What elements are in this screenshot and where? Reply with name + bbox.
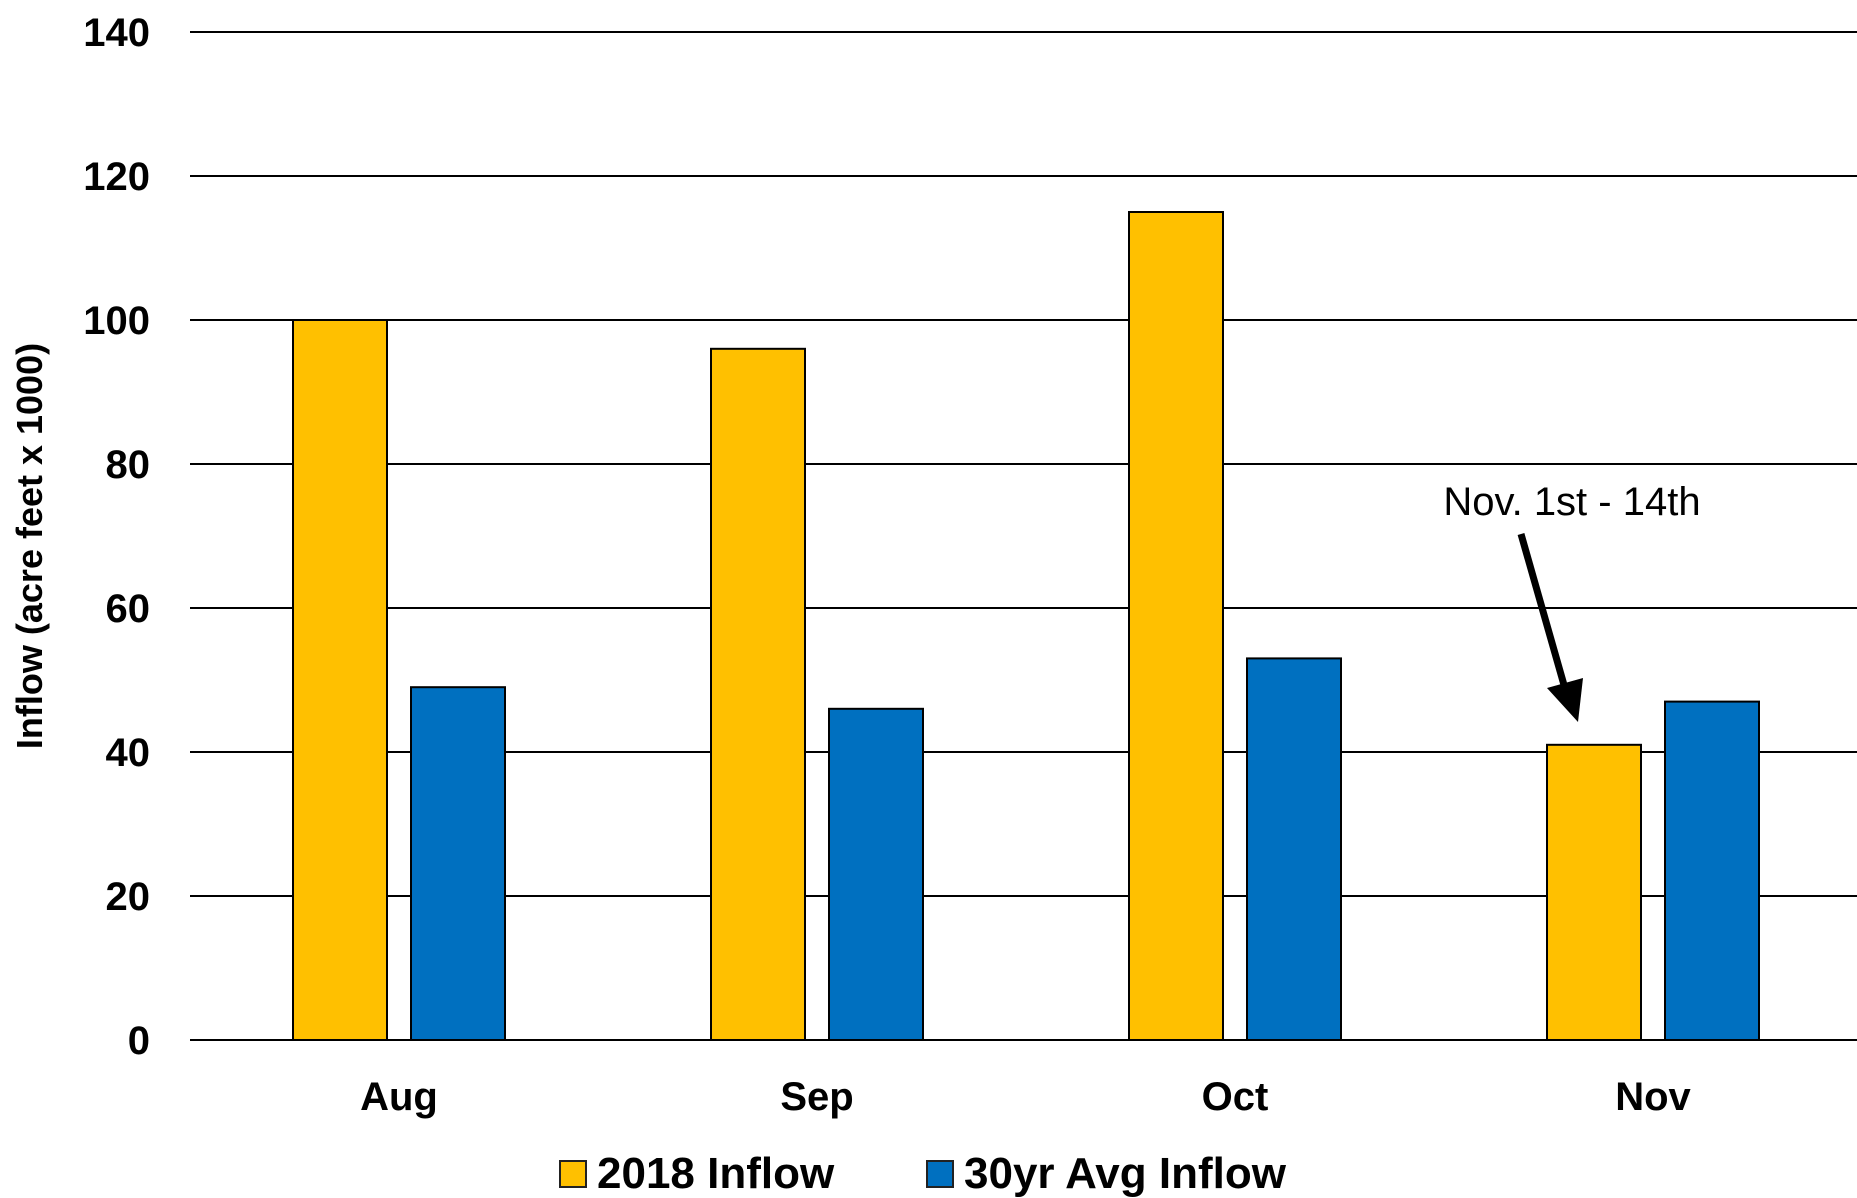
bar-sep-2018-inflow [710,347,806,1041]
legend-label-2018-inflow: 2018 Inflow [597,1149,835,1198]
x-tick-aug: Aug [360,1075,438,1119]
bar-nov-30yr-avg-inflow [1664,700,1760,1041]
bar-oct-2018-inflow [1128,211,1224,1041]
y-tick-120: 120 [83,155,150,199]
y-tick-100: 100 [83,299,150,343]
y-tick-140: 140 [83,11,150,55]
bar-nov-2018-inflow [1546,743,1642,1041]
bar-oct-30yr-avg-inflow [1246,657,1342,1042]
bars [292,211,1760,1042]
legend-label-30yr-avg-inflow: 30yr Avg Inflow [964,1149,1287,1198]
annotation-arrow-head [1547,678,1583,722]
x-tick-oct: Oct [1202,1075,1269,1119]
legend-swatch-30yr-avg-inflow [926,1160,954,1188]
legend-swatch-2018-inflow [559,1160,587,1188]
y-tick-60: 60 [106,587,151,631]
y-tick-40: 40 [106,731,151,775]
annotation-text: Nov. 1st - 14th [1443,480,1700,524]
annotation: Nov. 1st - 14th [1443,480,1701,722]
y-tick-0: 0 [128,1019,150,1063]
y-tick-labels: 0 20 40 60 80 100 120 140 [83,11,150,1063]
bar-sep-30yr-avg-inflow [828,707,924,1041]
bar-aug-30yr-avg-inflow [410,686,506,1041]
legend: 2018 Inflow 30yr Avg Inflow [559,1149,1287,1198]
bar-aug-2018-inflow [292,319,388,1041]
x-tick-labels: Aug Sep Oct Nov [360,1075,1691,1119]
annotation-arrow-shaft [1517,533,1570,693]
x-tick-sep: Sep [780,1075,853,1119]
y-tick-20: 20 [106,875,151,919]
y-tick-80: 80 [106,443,151,487]
x-tick-nov: Nov [1615,1075,1691,1119]
y-axis-label: Inflow (acre feet x 1000) [9,343,50,749]
